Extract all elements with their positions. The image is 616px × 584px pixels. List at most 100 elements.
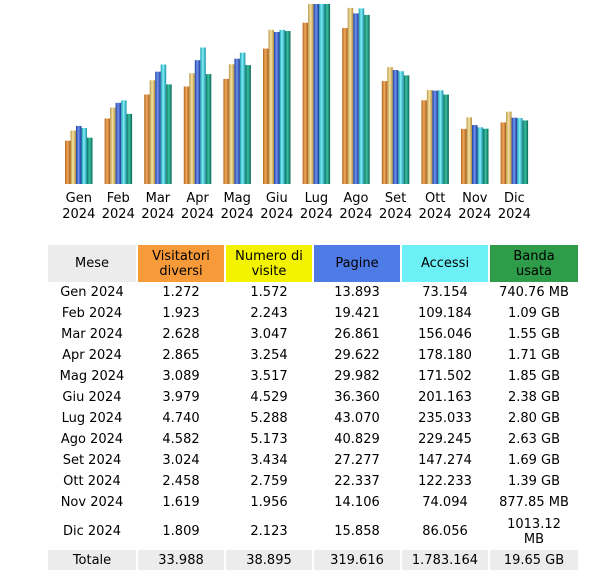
bar-visitors-lug <box>302 22 309 185</box>
bar-visitors-dic <box>500 122 507 184</box>
table-row: Nov 2024 1.619 1.956 14.106 74.094 877.85 MB <box>48 492 578 513</box>
bar-pages-mar <box>155 71 161 184</box>
cell-pages: 36.360 <box>334 390 380 405</box>
x-tick-month: Lug <box>305 191 329 206</box>
header-pages: Pagine <box>314 245 400 282</box>
cell-hits: 109.184 <box>418 306 472 321</box>
bar-visitors-ago <box>342 28 348 184</box>
bar-visitors-giu <box>263 48 269 184</box>
x-tick-month: Giu <box>266 191 288 206</box>
cell-bandwidth: 2.63 GB <box>507 432 561 447</box>
x-tick-month: Nov <box>462 191 488 206</box>
bar-bandwidth-apr <box>205 74 212 184</box>
cell-pages: 43.070 <box>334 411 380 426</box>
bar-hits-ott <box>437 90 444 184</box>
bar-visits-lug <box>308 4 314 184</box>
bar-visits-ott <box>426 90 433 184</box>
table-row: Ott 2024 2.458 2.759 22.337 122.233 1.39 GB <box>48 471 578 492</box>
x-tick-month: Apr <box>186 191 209 206</box>
x-tick-month: Ago <box>343 191 368 206</box>
table-row: Feb 2024 1.923 2.243 19.421 109.184 1.09 GB <box>48 303 578 324</box>
x-tick-year: 2024 <box>260 207 293 222</box>
bar-visitors-ott <box>421 100 427 184</box>
bar-visitors-mar <box>144 94 150 184</box>
bar-bandwidth-feb <box>126 113 133 184</box>
cell-pages: 22.337 <box>334 474 380 489</box>
bar-hits-gen <box>81 128 87 184</box>
bar-hits-nov <box>477 127 483 184</box>
cell-visitors: 2.865 <box>162 348 200 363</box>
cell-visitors: 2.458 <box>162 474 200 489</box>
bar-pages-ott <box>432 90 438 184</box>
cell-visits: 2.243 <box>250 306 288 321</box>
bar-bandwidth-mag <box>245 65 251 184</box>
header-month: Mese <box>48 245 136 282</box>
bar-bandwidth-ago <box>364 14 370 185</box>
cell-pages: 40.829 <box>334 432 380 447</box>
cell-hits: 235.033 <box>418 411 472 426</box>
cell-visits: 2.123 <box>250 524 288 539</box>
bar-visitors-gen <box>65 140 71 184</box>
bar-bandwidth-ott <box>443 94 449 184</box>
cell-pages: 26.861 <box>334 327 380 342</box>
bar-pages-mag <box>234 58 240 185</box>
x-tick-month: Mag <box>223 191 250 206</box>
bar-hits-mar <box>160 64 167 184</box>
cell-hits: 122.233 <box>418 474 472 489</box>
cell-visitors: 1.619 <box>162 495 200 510</box>
cell-visits: 3.517 <box>250 369 288 384</box>
cell-hits: 229.245 <box>418 432 472 447</box>
bar-visitors-set <box>381 81 388 184</box>
cell-hits: 73.154 <box>422 285 468 300</box>
bar-pages-nov <box>472 125 478 184</box>
x-tick-month: Feb <box>107 191 130 206</box>
cell-bandwidth: 1.55 GB <box>507 327 561 342</box>
bar-visits-mag <box>228 64 235 184</box>
cell-bandwidth-value: 1013.12 MB <box>507 516 561 547</box>
total-bandwidth: 19.65 GB <box>490 550 578 570</box>
table-row: Gen 2024 1.272 1.572 13.893 73.154 740.76 MB <box>48 282 578 303</box>
x-tick-month: Set <box>385 191 406 206</box>
table-row: Dic 2024 1.809 2.123 15.858 86.056 1013.12 MB <box>48 513 578 550</box>
cell-bandwidth: 1013.12 MB <box>490 513 578 550</box>
cell-bandwidth: 740.76 MB <box>499 285 569 300</box>
cell-visitors: 4.740 <box>162 411 200 426</box>
cell-month: Gen 2024 <box>60 285 124 300</box>
bar-hits-ago <box>358 8 365 185</box>
bar-bandwidth-gen <box>87 137 93 184</box>
cell-visitors: 2.628 <box>162 327 200 342</box>
cell-visits: 5.288 <box>250 411 288 426</box>
x-tick-year: 2024 <box>62 207 95 222</box>
cell-hits: 156.046 <box>418 327 472 342</box>
table-total-row: Totale 33.988 38.895 319.616 1.783.164 19.65 … <box>48 550 578 570</box>
bar-visitors-feb <box>104 118 111 184</box>
cell-visits: 2.759 <box>250 474 288 489</box>
cell-visitors: 3.979 <box>162 390 200 405</box>
cell-pages: 13.893 <box>334 285 380 300</box>
cell-hits: 178.180 <box>418 348 472 363</box>
x-tick-year: 2024 <box>300 207 333 222</box>
bar-bandwidth-mar <box>166 84 172 184</box>
cell-pages: 19.421 <box>334 306 380 321</box>
monthly-stats-table: Mese Visitatori diversi Numero di visite… <box>46 245 580 570</box>
bar-bandwidth-giu <box>285 31 291 184</box>
table-header-row: Mese Visitatori diversi Numero di visite… <box>48 245 578 282</box>
bar-pages-dic <box>511 117 518 184</box>
header-visitors: Visitatori diversi <box>138 245 224 282</box>
cell-visitors: 1.809 <box>162 524 200 539</box>
bar-visits-nov <box>466 117 472 184</box>
bar-visits-mar <box>149 80 156 184</box>
header-bandwidth: Banda usata <box>490 245 578 282</box>
cell-month: Nov 2024 <box>60 495 124 510</box>
cell-hits: 171.502 <box>418 369 472 384</box>
cell-visitors: 1.923 <box>162 306 200 321</box>
total-visits: 38.895 <box>226 550 312 570</box>
bar-visits-set <box>387 67 393 184</box>
x-tick-year: 2024 <box>102 207 135 222</box>
header-bandwidth-label: Banda usata <box>513 248 555 279</box>
cell-bandwidth: 1.69 GB <box>507 453 561 468</box>
table-row: Giu 2024 3.979 4.529 36.360 201.163 2.38 GB <box>48 387 578 408</box>
bar-visitors-apr <box>183 86 190 184</box>
cell-visitors: 3.089 <box>162 369 200 384</box>
bar-pages-gen <box>76 125 82 184</box>
